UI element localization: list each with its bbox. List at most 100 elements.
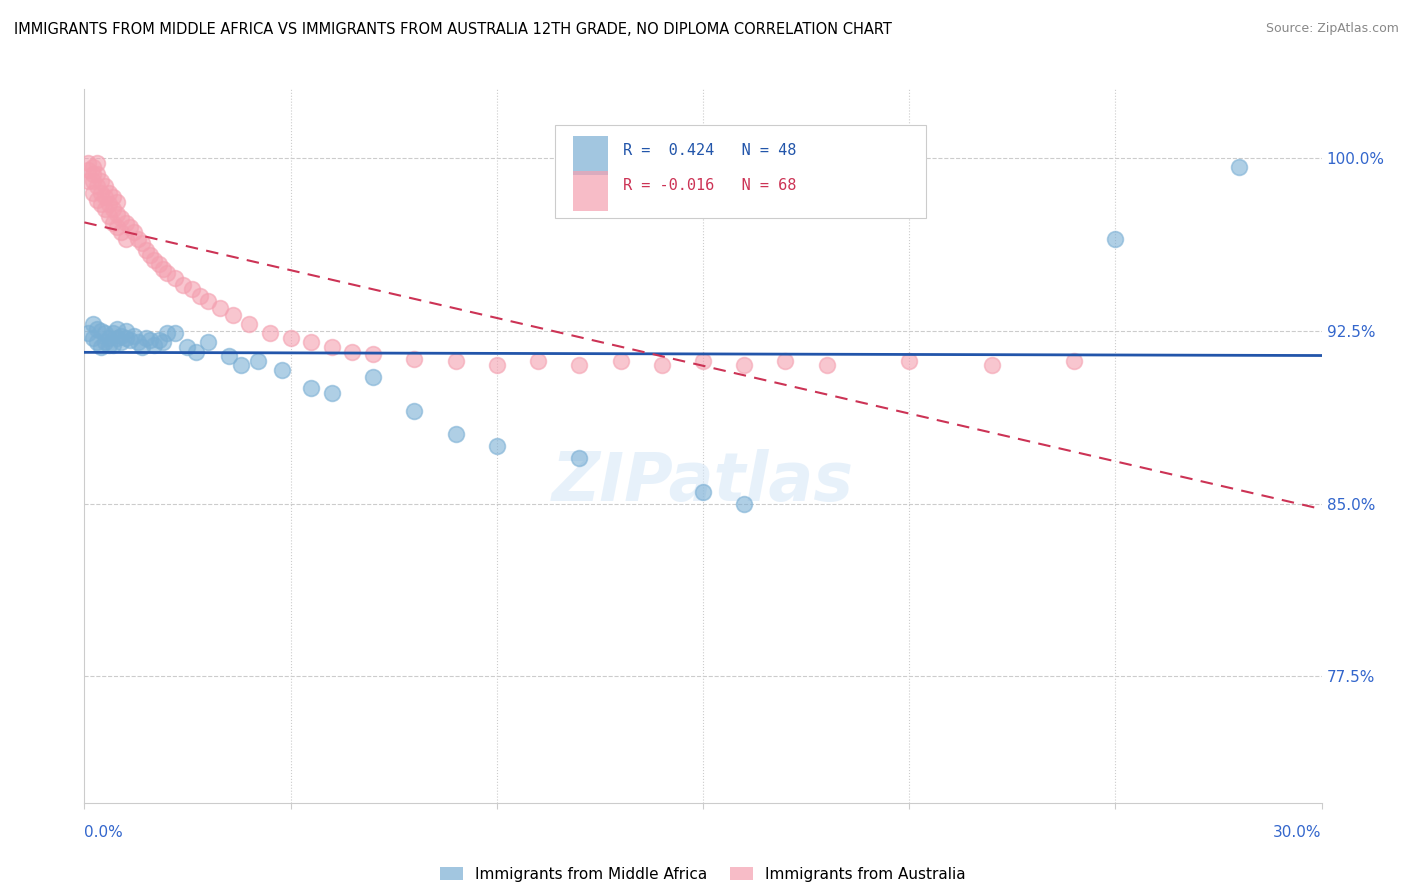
Point [527, 354, 550, 368]
Point [131, 236, 153, 251]
Point [176, 340, 198, 354]
Point [1227, 161, 1250, 175]
Point [131, 340, 153, 354]
Point [110, 328, 132, 343]
Point [321, 340, 343, 354]
Text: ZIPatlas: ZIPatlas [553, 449, 853, 515]
FancyBboxPatch shape [574, 171, 607, 211]
Point [103, 326, 125, 341]
Point [114, 216, 136, 230]
Point [1104, 232, 1126, 246]
Point [692, 485, 714, 500]
Point [114, 331, 136, 345]
FancyBboxPatch shape [574, 136, 607, 175]
FancyBboxPatch shape [554, 125, 925, 218]
Point [165, 271, 187, 285]
Point [609, 354, 631, 368]
Text: R = -0.016   N = 68: R = -0.016 N = 68 [623, 178, 796, 194]
Point [118, 220, 141, 235]
Point [90, 197, 112, 211]
Point [148, 333, 170, 347]
Point [485, 439, 508, 453]
Point [82, 161, 104, 175]
Point [1063, 354, 1085, 368]
Point [188, 289, 211, 303]
Point [209, 301, 232, 315]
Legend: Immigrants from Middle Africa, Immigrants from Australia: Immigrants from Middle Africa, Immigrant… [434, 861, 972, 888]
Point [135, 331, 157, 345]
Text: 0.0%: 0.0% [84, 825, 124, 840]
Point [98, 186, 121, 200]
Point [156, 266, 179, 280]
Point [82, 331, 104, 345]
Point [156, 326, 179, 341]
Point [444, 354, 467, 368]
Point [148, 257, 170, 271]
Point [86, 335, 108, 350]
Point [110, 335, 132, 350]
Point [77, 326, 100, 341]
Point [103, 216, 125, 230]
Point [94, 178, 117, 193]
Point [90, 186, 112, 200]
Point [246, 354, 269, 368]
Point [86, 156, 108, 170]
Point [90, 174, 112, 188]
Point [568, 450, 591, 465]
Point [898, 354, 921, 368]
Point [105, 194, 128, 209]
Point [143, 337, 166, 351]
Point [103, 190, 125, 204]
Point [103, 202, 125, 216]
Point [197, 335, 219, 350]
Point [122, 328, 145, 343]
Point [485, 359, 508, 373]
Text: R =  0.424   N = 48: R = 0.424 N = 48 [623, 143, 796, 158]
Point [139, 333, 162, 347]
Point [733, 359, 755, 373]
Point [94, 202, 117, 216]
Point [82, 186, 104, 200]
Point [86, 178, 108, 193]
Point [980, 359, 1002, 373]
Point [98, 331, 121, 345]
Point [82, 174, 104, 188]
Point [259, 326, 281, 341]
Point [77, 156, 100, 170]
Text: Source: ZipAtlas.com: Source: ZipAtlas.com [1265, 22, 1399, 36]
Point [218, 349, 240, 363]
Point [651, 359, 673, 373]
Point [444, 427, 467, 442]
Point [86, 167, 108, 181]
Point [733, 497, 755, 511]
Point [135, 244, 157, 258]
Point [775, 354, 797, 368]
Point [152, 335, 174, 350]
Point [94, 335, 117, 350]
Point [180, 283, 202, 297]
Point [165, 326, 187, 341]
Point [98, 197, 121, 211]
Point [361, 370, 384, 384]
Text: 30.0%: 30.0% [1274, 825, 1322, 840]
Point [105, 321, 128, 335]
Point [90, 340, 112, 354]
Point [143, 252, 166, 267]
Point [82, 167, 104, 181]
Point [105, 331, 128, 345]
Point [105, 220, 128, 235]
Point [127, 335, 149, 350]
Point [110, 225, 132, 239]
Point [139, 248, 162, 262]
Point [122, 225, 145, 239]
Point [110, 211, 132, 226]
Point [692, 354, 714, 368]
Point [77, 162, 100, 177]
Point [127, 232, 149, 246]
Text: IMMIGRANTS FROM MIDDLE AFRICA VS IMMIGRANTS FROM AUSTRALIA 12TH GRADE, NO DIPLOM: IMMIGRANTS FROM MIDDLE AFRICA VS IMMIGRA… [14, 22, 891, 37]
Point [118, 333, 141, 347]
Point [299, 335, 322, 350]
Point [98, 337, 121, 351]
Point [299, 381, 322, 395]
Point [238, 317, 260, 331]
